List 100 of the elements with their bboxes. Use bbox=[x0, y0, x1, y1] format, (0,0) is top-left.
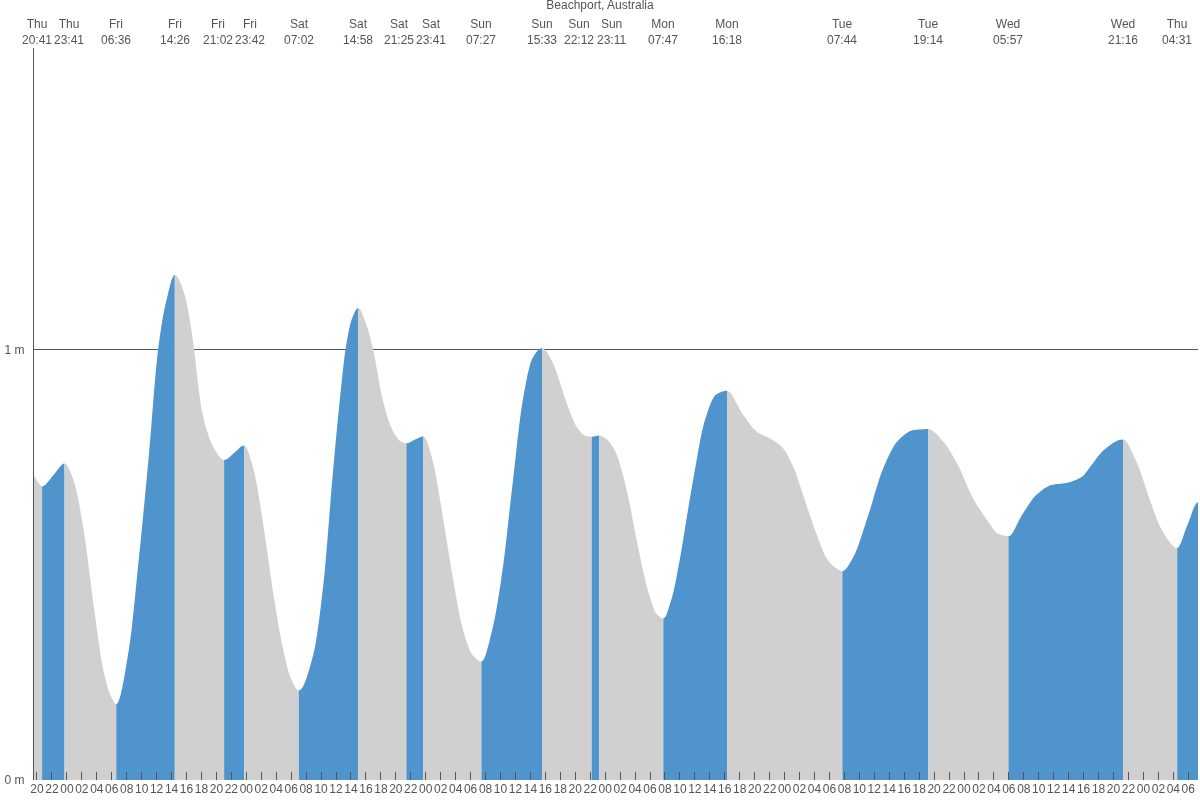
text: Sun 07:27 bbox=[466, 17, 497, 47]
text: Thu 23:41 bbox=[54, 17, 85, 47]
x-tick-label: 00 bbox=[60, 782, 74, 796]
x-tick-label: 20 bbox=[209, 782, 224, 796]
x-tick-label: 22 bbox=[942, 782, 957, 796]
x-tick-label: 06 bbox=[284, 782, 299, 796]
text: Sat 23:41 bbox=[416, 17, 447, 47]
x-tick-label: 18 bbox=[553, 782, 568, 796]
x-tick-label: 08 bbox=[120, 782, 134, 796]
x-tick-label: 14 bbox=[523, 782, 538, 796]
x-tick-label: 04 bbox=[628, 782, 643, 796]
x-tick-label: 16 bbox=[179, 782, 194, 796]
x-tick-label: 02 bbox=[792, 782, 807, 796]
x-tick-label: 16 bbox=[538, 782, 553, 796]
x-tick-label: 20 bbox=[927, 782, 942, 796]
x-tick-label: 08 bbox=[478, 782, 493, 796]
text: Wed 21:16 bbox=[1108, 17, 1139, 47]
x-tick-label: 06 bbox=[105, 782, 119, 796]
x-tick-label: 18 bbox=[733, 782, 747, 796]
text: Tue 07:44 bbox=[827, 17, 858, 47]
x-tick-label: 04 bbox=[269, 782, 284, 796]
x-tick-label: 04 bbox=[807, 782, 822, 796]
text: Sat 07:02 bbox=[284, 17, 315, 47]
x-tick-label: 02 bbox=[1151, 782, 1166, 796]
text: Fri 21:02 bbox=[203, 17, 234, 47]
y-tick-label: 0 m bbox=[4, 773, 25, 788]
x-tick-label: 18 bbox=[374, 782, 388, 796]
x-tick-label: 22 bbox=[224, 782, 239, 796]
x-tick-label: 12 bbox=[867, 782, 882, 796]
chart-title: Beachport, Australia bbox=[546, 0, 655, 13]
x-tick-label: 14 bbox=[1061, 782, 1076, 796]
x-tick-label: 02 bbox=[254, 782, 269, 796]
x-tick-label: 08 bbox=[1017, 782, 1031, 796]
x-tick-label: 00 bbox=[239, 782, 254, 796]
x-tick-label: 02 bbox=[613, 782, 628, 796]
text: Sat 21:25 bbox=[384, 17, 415, 47]
x-tick-label: 02 bbox=[434, 782, 448, 796]
x-tick-label: 14 bbox=[164, 782, 179, 796]
x-tick-label: 10 bbox=[852, 782, 867, 796]
x-tick-label: 08 bbox=[658, 782, 672, 796]
x-tick-label: 18 bbox=[1091, 782, 1106, 796]
x-tick-label: 10 bbox=[493, 782, 508, 796]
text: Sun 22:12 bbox=[564, 17, 595, 47]
x-tick-label: 10 bbox=[1032, 782, 1046, 796]
x-tick-label: 20 bbox=[568, 782, 583, 796]
x-tick-label: 02 bbox=[972, 782, 986, 796]
x-tick-label: 22 bbox=[404, 782, 418, 796]
text: Mon 07:47 bbox=[648, 17, 679, 47]
x-tick-label: 08 bbox=[299, 782, 314, 796]
x-tick-label: 12 bbox=[329, 782, 344, 796]
x-tick-label: 22 bbox=[1121, 782, 1136, 796]
x-tick-label: 10 bbox=[673, 782, 687, 796]
text: Thu 04:31 bbox=[1162, 17, 1193, 47]
x-tick-label: 18 bbox=[912, 782, 927, 796]
x-tick-label: 08 bbox=[837, 782, 852, 796]
x-tick-label: 22 bbox=[45, 782, 59, 796]
x-tick-label: 18 bbox=[194, 782, 209, 796]
x-tick-label: 20 bbox=[748, 782, 762, 796]
x-tick-label: 06 bbox=[1181, 782, 1196, 796]
text: Sun 15:33 bbox=[527, 17, 558, 47]
x-tick-label: 20 bbox=[389, 782, 403, 796]
x-tick-label: 22 bbox=[583, 782, 598, 796]
x-tick-label: 14 bbox=[882, 782, 897, 796]
x-tick-label: 22 bbox=[762, 782, 777, 796]
x-tick-label: 02 bbox=[75, 782, 89, 796]
x-tick-label: 16 bbox=[1076, 782, 1091, 796]
text: Sat 14:58 bbox=[343, 17, 374, 47]
x-tick-label: 10 bbox=[134, 782, 149, 796]
x-tick-label: 14 bbox=[703, 782, 717, 796]
x-tick-label: 06 bbox=[463, 782, 478, 796]
x-tick-label: 12 bbox=[149, 782, 164, 796]
x-tick-label: 04 bbox=[448, 782, 463, 796]
text: Fri 06:36 bbox=[101, 17, 132, 47]
x-tick-label: 04 bbox=[1166, 782, 1181, 796]
x-tick-label: 12 bbox=[508, 782, 523, 796]
x-tick-label: 00 bbox=[1136, 782, 1151, 796]
x-tick-label: 00 bbox=[598, 782, 613, 796]
x-tick-label: 12 bbox=[688, 782, 702, 796]
text: Sun 23:11 bbox=[597, 17, 627, 47]
x-tick-label: 04 bbox=[90, 782, 104, 796]
text: Fri 14:26 bbox=[160, 17, 191, 47]
x-tick-label: 10 bbox=[314, 782, 329, 796]
text: Fri 23:42 bbox=[235, 17, 266, 47]
text: Tue 19:14 bbox=[913, 17, 944, 47]
x-tick-label: 06 bbox=[822, 782, 837, 796]
x-tick-label: 20 bbox=[30, 782, 44, 796]
x-tick-label: 16 bbox=[359, 782, 373, 796]
x-tick-label: 16 bbox=[718, 782, 732, 796]
x-tick-label: 20 bbox=[1106, 782, 1121, 796]
x-tick-label: 06 bbox=[643, 782, 658, 796]
x-tick-label: 00 bbox=[777, 782, 792, 796]
x-tick-label: 00 bbox=[419, 782, 433, 796]
x-tick-label: 12 bbox=[1047, 782, 1061, 796]
x-tick-label: 06 bbox=[1002, 782, 1016, 796]
text: Mon 16:18 bbox=[712, 17, 743, 47]
text: Thu 20:41 bbox=[22, 17, 53, 47]
x-tick-label: 00 bbox=[957, 782, 971, 796]
y-tick-label: 1 m bbox=[4, 342, 25, 357]
x-tick-label: 16 bbox=[897, 782, 912, 796]
text: Wed 05:57 bbox=[993, 17, 1024, 47]
